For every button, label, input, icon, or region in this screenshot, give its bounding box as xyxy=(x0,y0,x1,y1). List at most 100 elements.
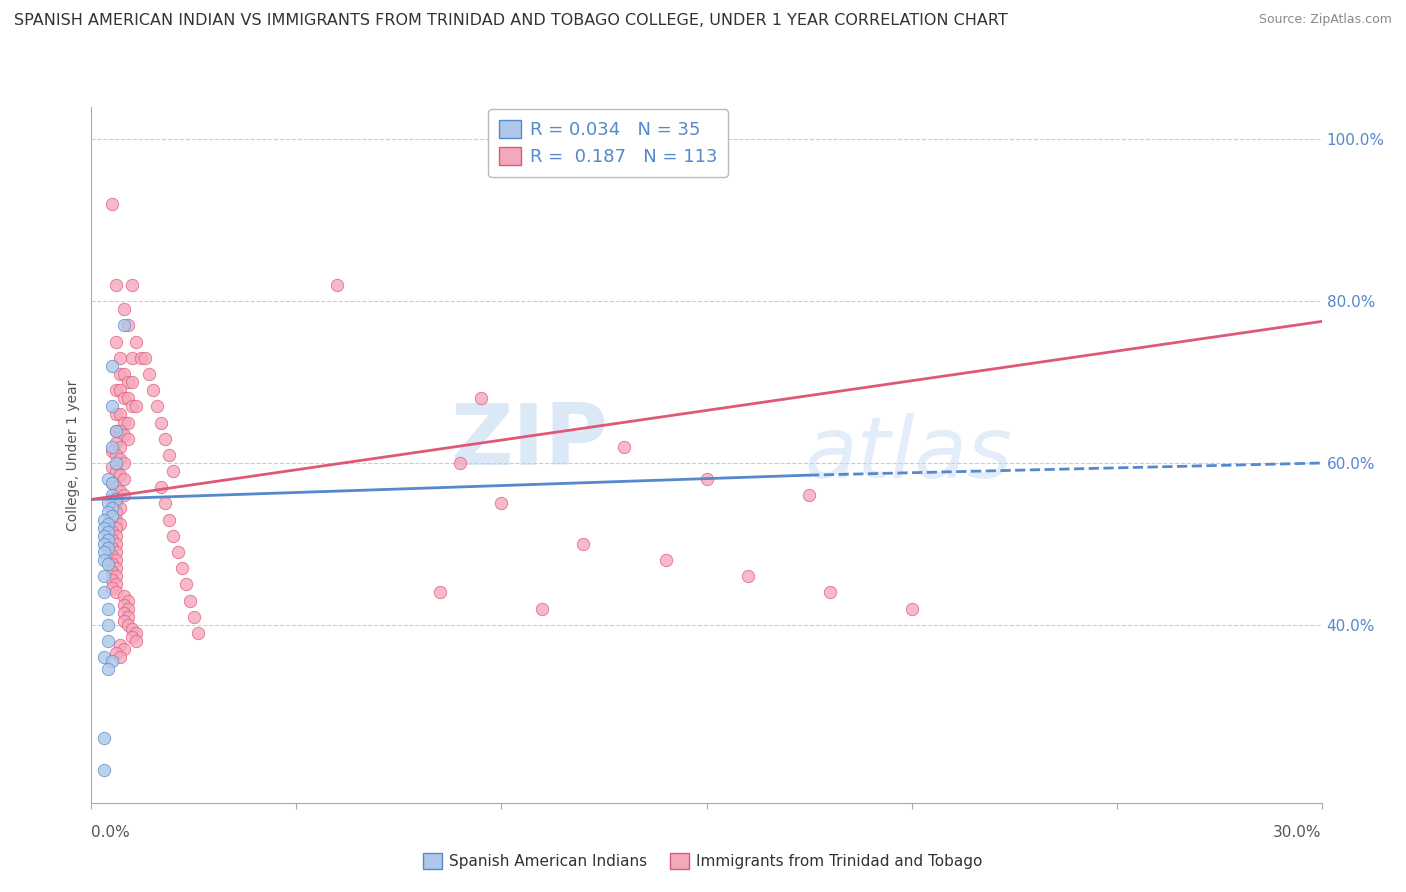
Point xyxy=(105,537,127,551)
Point xyxy=(105,513,127,527)
Y-axis label: College, Under 1 year: College, Under 1 year xyxy=(66,379,80,531)
Point xyxy=(105,448,127,462)
Point xyxy=(101,492,124,507)
Point xyxy=(654,553,676,567)
Point xyxy=(97,617,120,632)
Point xyxy=(101,508,124,523)
Point xyxy=(101,359,124,373)
Point xyxy=(112,606,135,620)
Point xyxy=(105,504,127,518)
Point xyxy=(138,367,160,381)
Point xyxy=(797,488,820,502)
Point xyxy=(101,574,124,588)
Text: Source: ZipAtlas.com: Source: ZipAtlas.com xyxy=(1258,13,1392,27)
Point xyxy=(105,424,127,438)
Point xyxy=(97,601,120,615)
Point xyxy=(108,440,131,454)
Point xyxy=(101,566,124,580)
Point xyxy=(105,529,127,543)
Point xyxy=(142,383,165,397)
Point xyxy=(187,626,209,640)
Point xyxy=(112,456,135,470)
Point xyxy=(157,448,180,462)
Point xyxy=(112,598,135,612)
Point xyxy=(121,375,143,389)
Point xyxy=(818,585,841,599)
Point xyxy=(101,440,124,454)
Point xyxy=(112,590,135,604)
Point xyxy=(105,496,127,510)
Point xyxy=(108,516,131,531)
Text: SPANISH AMERICAN INDIAN VS IMMIGRANTS FROM TRINIDAD AND TOBAGO COLLEGE, UNDER 1 : SPANISH AMERICAN INDIAN VS IMMIGRANTS FR… xyxy=(14,13,1008,29)
Point xyxy=(93,537,115,551)
Point xyxy=(101,524,124,539)
Point xyxy=(101,533,124,547)
Point xyxy=(101,508,124,523)
Point xyxy=(93,529,115,543)
Point xyxy=(117,375,139,389)
Point xyxy=(900,601,922,615)
Point xyxy=(105,383,127,397)
Point xyxy=(93,764,115,778)
Point xyxy=(470,392,492,406)
Point xyxy=(153,496,177,510)
Point xyxy=(101,500,124,515)
Point xyxy=(150,416,173,430)
Point xyxy=(112,614,135,628)
Point xyxy=(117,318,139,333)
Point xyxy=(105,553,127,567)
Point xyxy=(101,654,124,668)
Point xyxy=(108,484,131,499)
Point xyxy=(153,432,177,446)
Point xyxy=(613,440,636,454)
Point xyxy=(105,569,127,583)
Point xyxy=(108,424,131,438)
Point xyxy=(105,424,127,438)
Point xyxy=(93,731,115,745)
Point xyxy=(101,443,124,458)
Point xyxy=(108,383,131,397)
Point xyxy=(108,408,131,422)
Point xyxy=(112,302,135,317)
Point xyxy=(491,496,513,510)
Point xyxy=(108,452,131,467)
Point xyxy=(112,642,135,657)
Point xyxy=(108,367,131,381)
Point xyxy=(101,197,124,211)
Point xyxy=(112,367,135,381)
Point xyxy=(97,496,120,510)
Point xyxy=(108,638,131,652)
Point xyxy=(170,561,193,575)
Point xyxy=(108,500,131,515)
Point xyxy=(105,278,127,293)
Point xyxy=(105,408,127,422)
Legend: R = 0.034   N = 35, R =  0.187   N = 113: R = 0.034 N = 35, R = 0.187 N = 113 xyxy=(488,109,728,177)
Point xyxy=(108,468,131,483)
Point xyxy=(121,278,143,293)
Point xyxy=(117,392,139,406)
Point xyxy=(125,334,148,349)
Point xyxy=(162,529,184,543)
Point xyxy=(105,521,127,535)
Point xyxy=(101,400,124,414)
Point xyxy=(97,472,120,486)
Point xyxy=(108,351,131,365)
Point xyxy=(125,400,148,414)
Point xyxy=(93,569,115,583)
Point xyxy=(101,460,124,475)
Point xyxy=(93,553,115,567)
Point xyxy=(449,456,471,470)
Point xyxy=(97,504,120,518)
Point xyxy=(93,585,115,599)
Point xyxy=(166,545,188,559)
Point xyxy=(105,585,127,599)
Point xyxy=(179,593,201,607)
Point xyxy=(117,416,139,430)
Point xyxy=(101,488,124,502)
Point xyxy=(183,609,205,624)
Point xyxy=(121,630,143,644)
Point xyxy=(105,464,127,478)
Point xyxy=(117,617,139,632)
Point xyxy=(101,582,124,596)
Point xyxy=(108,650,131,665)
